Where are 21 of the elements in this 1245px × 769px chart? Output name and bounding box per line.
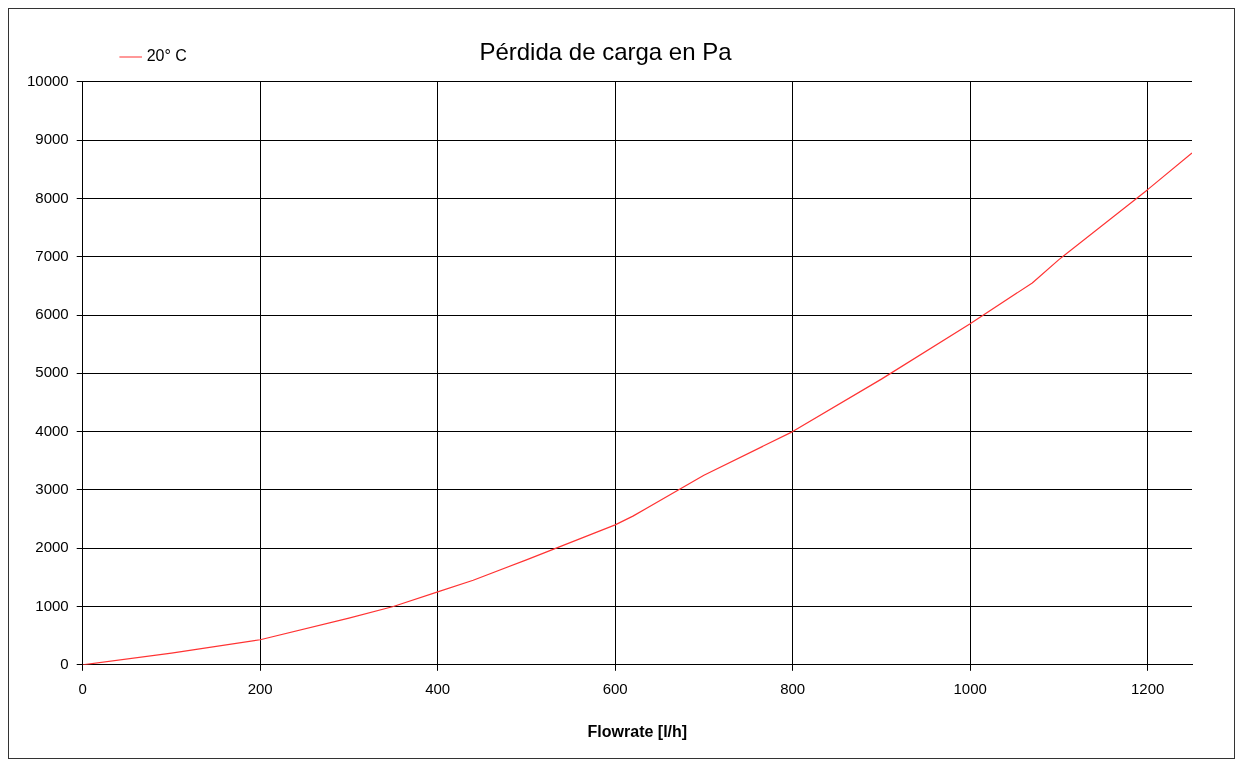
y-tick-label: 9000 <box>35 130 69 148</box>
y-tick-label: 5000 <box>35 363 69 381</box>
legend-label: 20° C <box>146 47 187 65</box>
y-tick-label: 1000 <box>35 596 69 614</box>
x-tick-label: 400 <box>425 679 451 697</box>
y-tick-label: 6000 <box>35 305 69 323</box>
chart-title: Pérdida de carga en Pa <box>479 38 733 66</box>
x-tick-label: 0 <box>78 679 87 697</box>
y-tick-label: 0 <box>60 654 69 672</box>
y-tick-label: 10000 <box>26 71 69 89</box>
x-tick-label: 1200 <box>1130 679 1165 697</box>
y-tick-label: 7000 <box>35 246 69 264</box>
x-axis-title: Flowrate [l/h] <box>587 722 688 740</box>
x-tick-label: 800 <box>780 679 806 697</box>
x-tick-label: 1000 <box>953 679 987 697</box>
y-tick-label: 8000 <box>35 188 69 206</box>
y-tick-label: 4000 <box>35 421 69 439</box>
x-tick-label: 600 <box>602 679 628 697</box>
y-tick-label: 2000 <box>35 538 69 556</box>
y-tick-label: 3000 <box>35 480 69 498</box>
x-tick-label: 200 <box>247 679 273 697</box>
